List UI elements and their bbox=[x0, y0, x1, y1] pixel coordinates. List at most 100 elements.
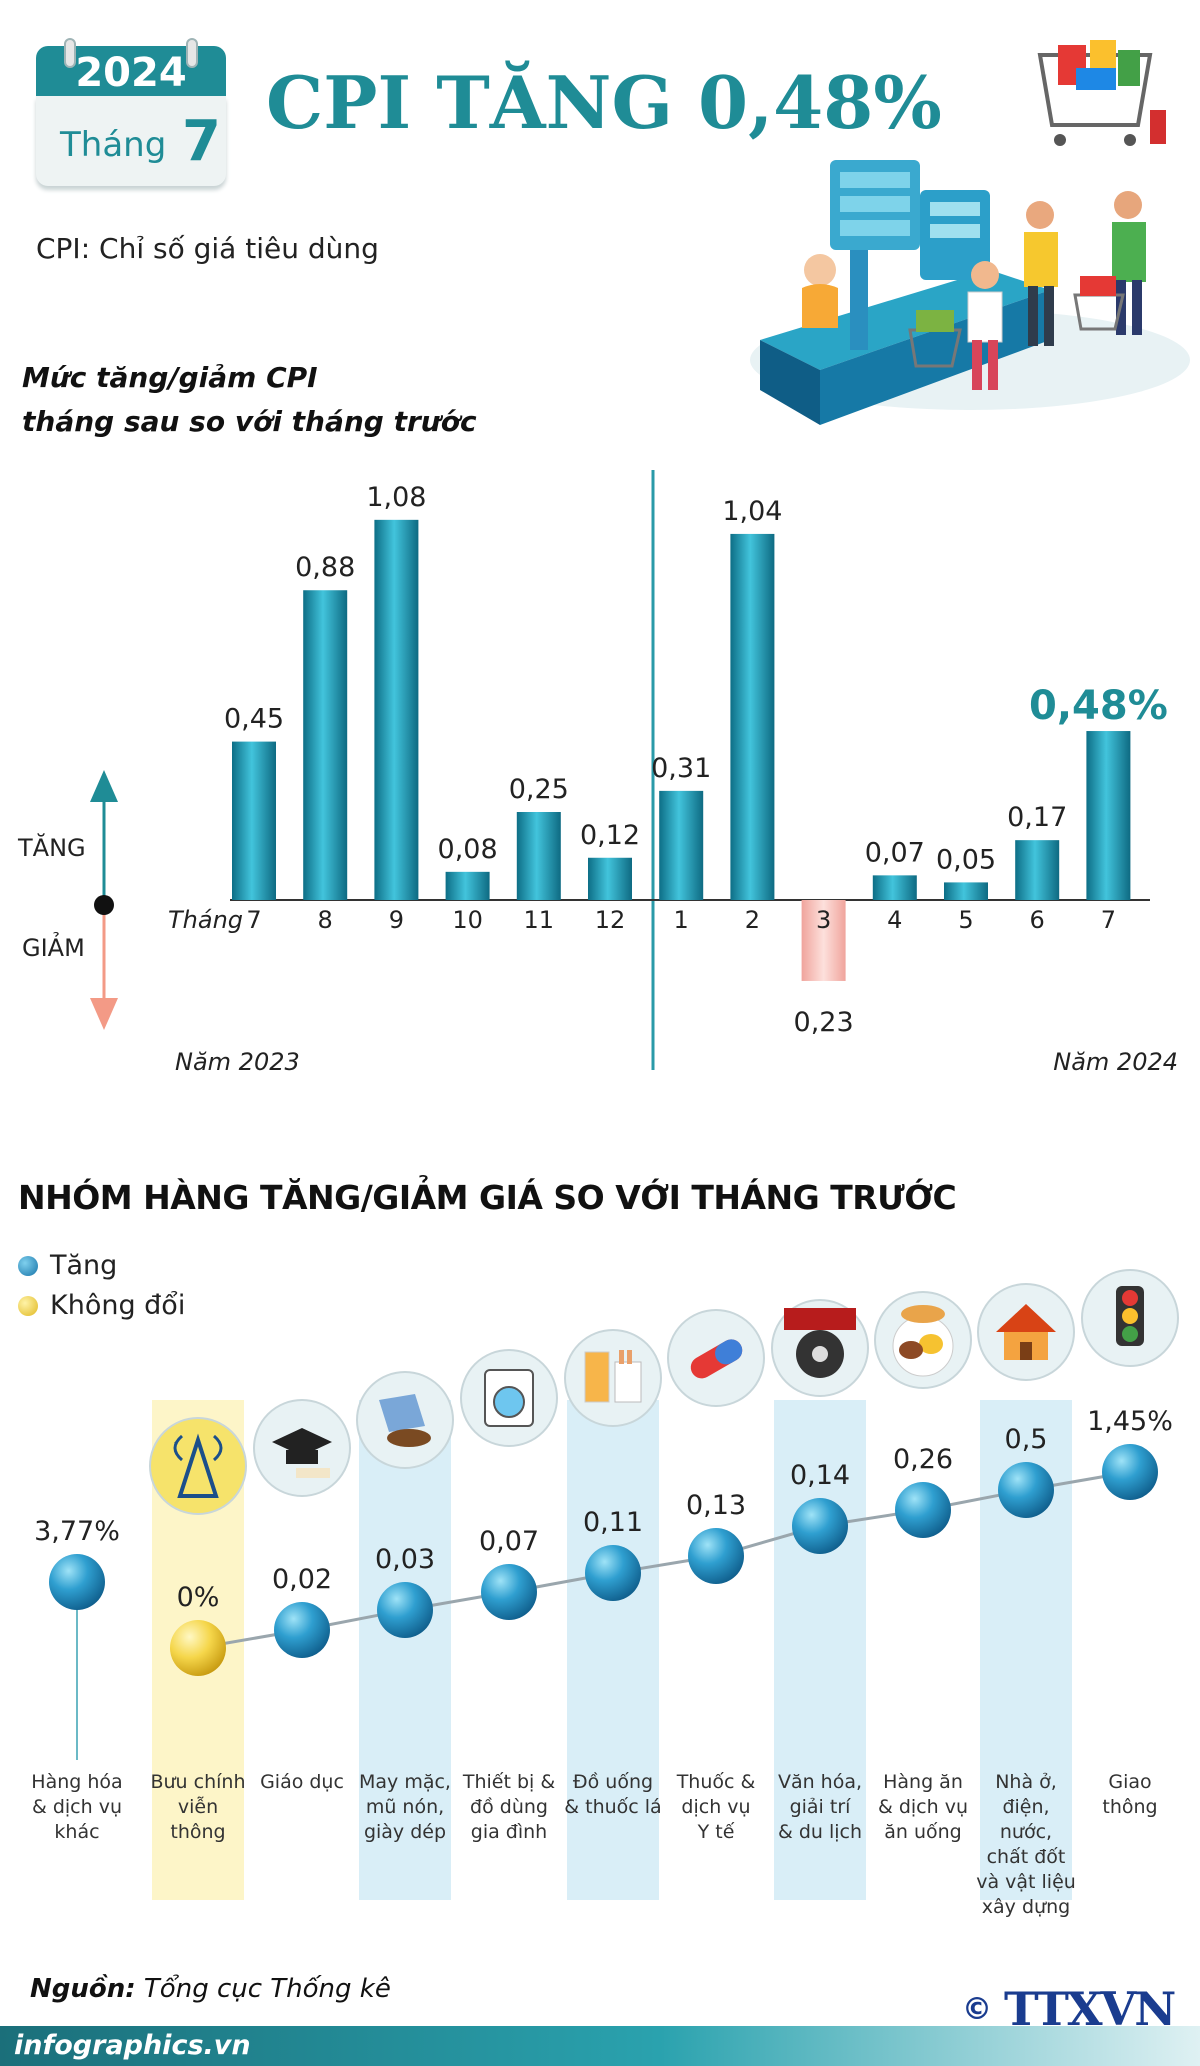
month-tick-label: 9 bbox=[389, 906, 404, 934]
group-category-label: Thiết bị & đồ dùng gia đình bbox=[462, 1771, 555, 1843]
bar-value-label: 0,45 bbox=[224, 704, 284, 735]
group-value-label: 0,14 bbox=[790, 1460, 850, 1491]
bar-value-label: 0,17 bbox=[1007, 802, 1067, 833]
group-column-highlight bbox=[774, 1400, 866, 1900]
cpi-bar bbox=[659, 790, 704, 900]
down-arrow-icon bbox=[90, 998, 118, 1030]
legend-label: Không đổi bbox=[50, 1290, 186, 1321]
group-value-label: 0,03 bbox=[375, 1544, 435, 1575]
up-arrow-icon bbox=[90, 770, 118, 802]
group-category-label: Nhà ở, điện, nước, chất đốt và vật liệu xây d… bbox=[976, 1771, 1076, 1918]
group-value-ball bbox=[274, 1602, 330, 1658]
month-tick-label: 5 bbox=[958, 906, 973, 934]
group-category-label: Hàng hóa & dịch vụ khác bbox=[31, 1771, 122, 1843]
group-value-ball bbox=[481, 1564, 537, 1620]
bar-value-label: 0,25 bbox=[509, 774, 569, 805]
commodity-groups-chart: 3,77% Hàng hóa & dịch vụ khác 0% Bưu chính viễ… bbox=[31, 1269, 1179, 1918]
cpi-bar bbox=[730, 533, 775, 900]
bar-value-label: 0,08 bbox=[438, 834, 498, 865]
calendar-month-label: Tháng bbox=[60, 125, 167, 165]
group-value-label: 0,5 bbox=[1005, 1424, 1048, 1455]
increase-label: TĂNG bbox=[17, 832, 86, 862]
cpi-bar bbox=[1086, 731, 1131, 900]
legend-dot-blue bbox=[18, 1255, 38, 1276]
group-category-label: Hàng ăn & dịch vụ ăn uống bbox=[878, 1771, 968, 1843]
group-category-label: Thuốc & dịch vụ Y tế bbox=[676, 1771, 756, 1843]
source-text: Tổng cục Thống kê bbox=[143, 1974, 391, 2004]
month-tick-label: 7 bbox=[1101, 906, 1116, 934]
calendar-ring bbox=[186, 38, 198, 68]
group-column-highlight bbox=[567, 1400, 659, 1900]
source-note: Nguồn: Tổng cục Thống kê bbox=[30, 1974, 391, 2004]
group-value-ball bbox=[895, 1482, 951, 1538]
group-value-ball bbox=[49, 1554, 105, 1610]
bar-value-label: 1,04 bbox=[722, 496, 782, 527]
legend-dot-yellow bbox=[18, 1295, 38, 1316]
group-category-label: Giáo dục bbox=[260, 1771, 344, 1793]
bar-value-label: 1,08 bbox=[366, 482, 426, 513]
decrease-label: GIẢM bbox=[22, 931, 85, 962]
group-category-label: Văn hóa, giải trí & du lịch bbox=[778, 1771, 862, 1843]
food-plate-icon bbox=[874, 1291, 972, 1389]
group-value-label: 3,77% bbox=[34, 1516, 120, 1547]
footer-website-link[interactable]: infographics.vn bbox=[14, 2030, 251, 2061]
legend-label: Tăng bbox=[50, 1250, 118, 1281]
calendar-year: 2024 bbox=[75, 50, 187, 96]
signal-tower-icon bbox=[149, 1417, 247, 1515]
year-label-2024: Năm 2024 bbox=[1053, 1048, 1178, 1076]
origin-dot bbox=[94, 895, 114, 915]
cpi-bar bbox=[374, 519, 419, 900]
group-value-ball bbox=[1102, 1444, 1158, 1500]
cpi-bar bbox=[445, 871, 490, 900]
group-value-label: 0% bbox=[177, 1582, 220, 1613]
cpi-bar bbox=[944, 882, 988, 900]
month-tick-label: 3 bbox=[816, 906, 831, 934]
month-tick-label: 12 bbox=[595, 906, 626, 934]
calendar-body bbox=[36, 96, 226, 186]
bar-value-label-highlight: 0,48% bbox=[1029, 683, 1168, 729]
cpi-chart-title: Mức tăng/giảm CPI tháng sau so với tháng… bbox=[22, 356, 477, 444]
cpi-monthly-bar-chart: Tháng 70,4580,8891,08100,08110,25120,1210… bbox=[17, 470, 1178, 1076]
groups-section-title: NHÓM HÀNG TĂNG/GIẢM GIÁ SO VỚI THÁNG TRƯ… bbox=[18, 1178, 957, 1217]
washing-machine-icon bbox=[460, 1349, 558, 1447]
traffic-light-icon bbox=[1081, 1269, 1179, 1367]
group-value-label: 0,02 bbox=[272, 1564, 332, 1595]
group-category-label: May mặc, mũ nón, giày dép bbox=[359, 1771, 451, 1843]
cpi-chart-title-line: tháng sau so với tháng trước bbox=[22, 405, 477, 438]
supermarket-illustration bbox=[750, 40, 1190, 425]
cpi-bar bbox=[872, 875, 917, 900]
x-axis-label: Tháng bbox=[168, 906, 243, 934]
bar-value-label: 0,23 bbox=[794, 1007, 854, 1038]
group-category-label: Bưu chính viễn thông bbox=[150, 1771, 245, 1843]
cpi-chart-title-line: Mức tăng/giảm CPI bbox=[22, 361, 318, 394]
house-icon bbox=[977, 1283, 1075, 1381]
calendar-month-number: 7 bbox=[182, 109, 221, 174]
group-value-ball bbox=[377, 1582, 433, 1638]
copyright-icon: © bbox=[962, 1991, 992, 2027]
group-column-highlight bbox=[359, 1400, 451, 1900]
cpi-bar bbox=[516, 812, 561, 900]
group-category-label: Đồ uống & thuốc lá bbox=[564, 1771, 661, 1818]
month-tick-label: 7 bbox=[246, 906, 261, 934]
month-tick-label: 2 bbox=[745, 906, 760, 934]
group-category-label: Giao thông bbox=[1102, 1771, 1157, 1818]
bar-value-label: 0,07 bbox=[865, 837, 925, 868]
graduation-cap-icon bbox=[253, 1399, 351, 1497]
cpi-bar bbox=[588, 857, 632, 900]
month-tick-label: 1 bbox=[674, 906, 689, 934]
clothes-shoes-icon bbox=[356, 1371, 454, 1469]
group-value-ball bbox=[170, 1620, 226, 1676]
month-tick-label: 10 bbox=[452, 906, 483, 934]
year-label-2023: Năm 2023 bbox=[175, 1048, 300, 1076]
cpi-bar bbox=[801, 900, 846, 981]
cpi-bar bbox=[303, 590, 348, 900]
group-value-ball bbox=[688, 1528, 744, 1584]
group-value-ball bbox=[998, 1462, 1054, 1518]
drink-cigarette-icon bbox=[564, 1329, 662, 1427]
cpi-bar bbox=[232, 741, 276, 900]
bar-value-label: 0,31 bbox=[651, 753, 711, 784]
group-value-label: 0,07 bbox=[479, 1526, 539, 1557]
page-title: CPI TĂNG 0,48% bbox=[266, 60, 942, 145]
source-label: Nguồn: bbox=[30, 1974, 136, 2004]
film-reel-icon bbox=[771, 1299, 869, 1397]
